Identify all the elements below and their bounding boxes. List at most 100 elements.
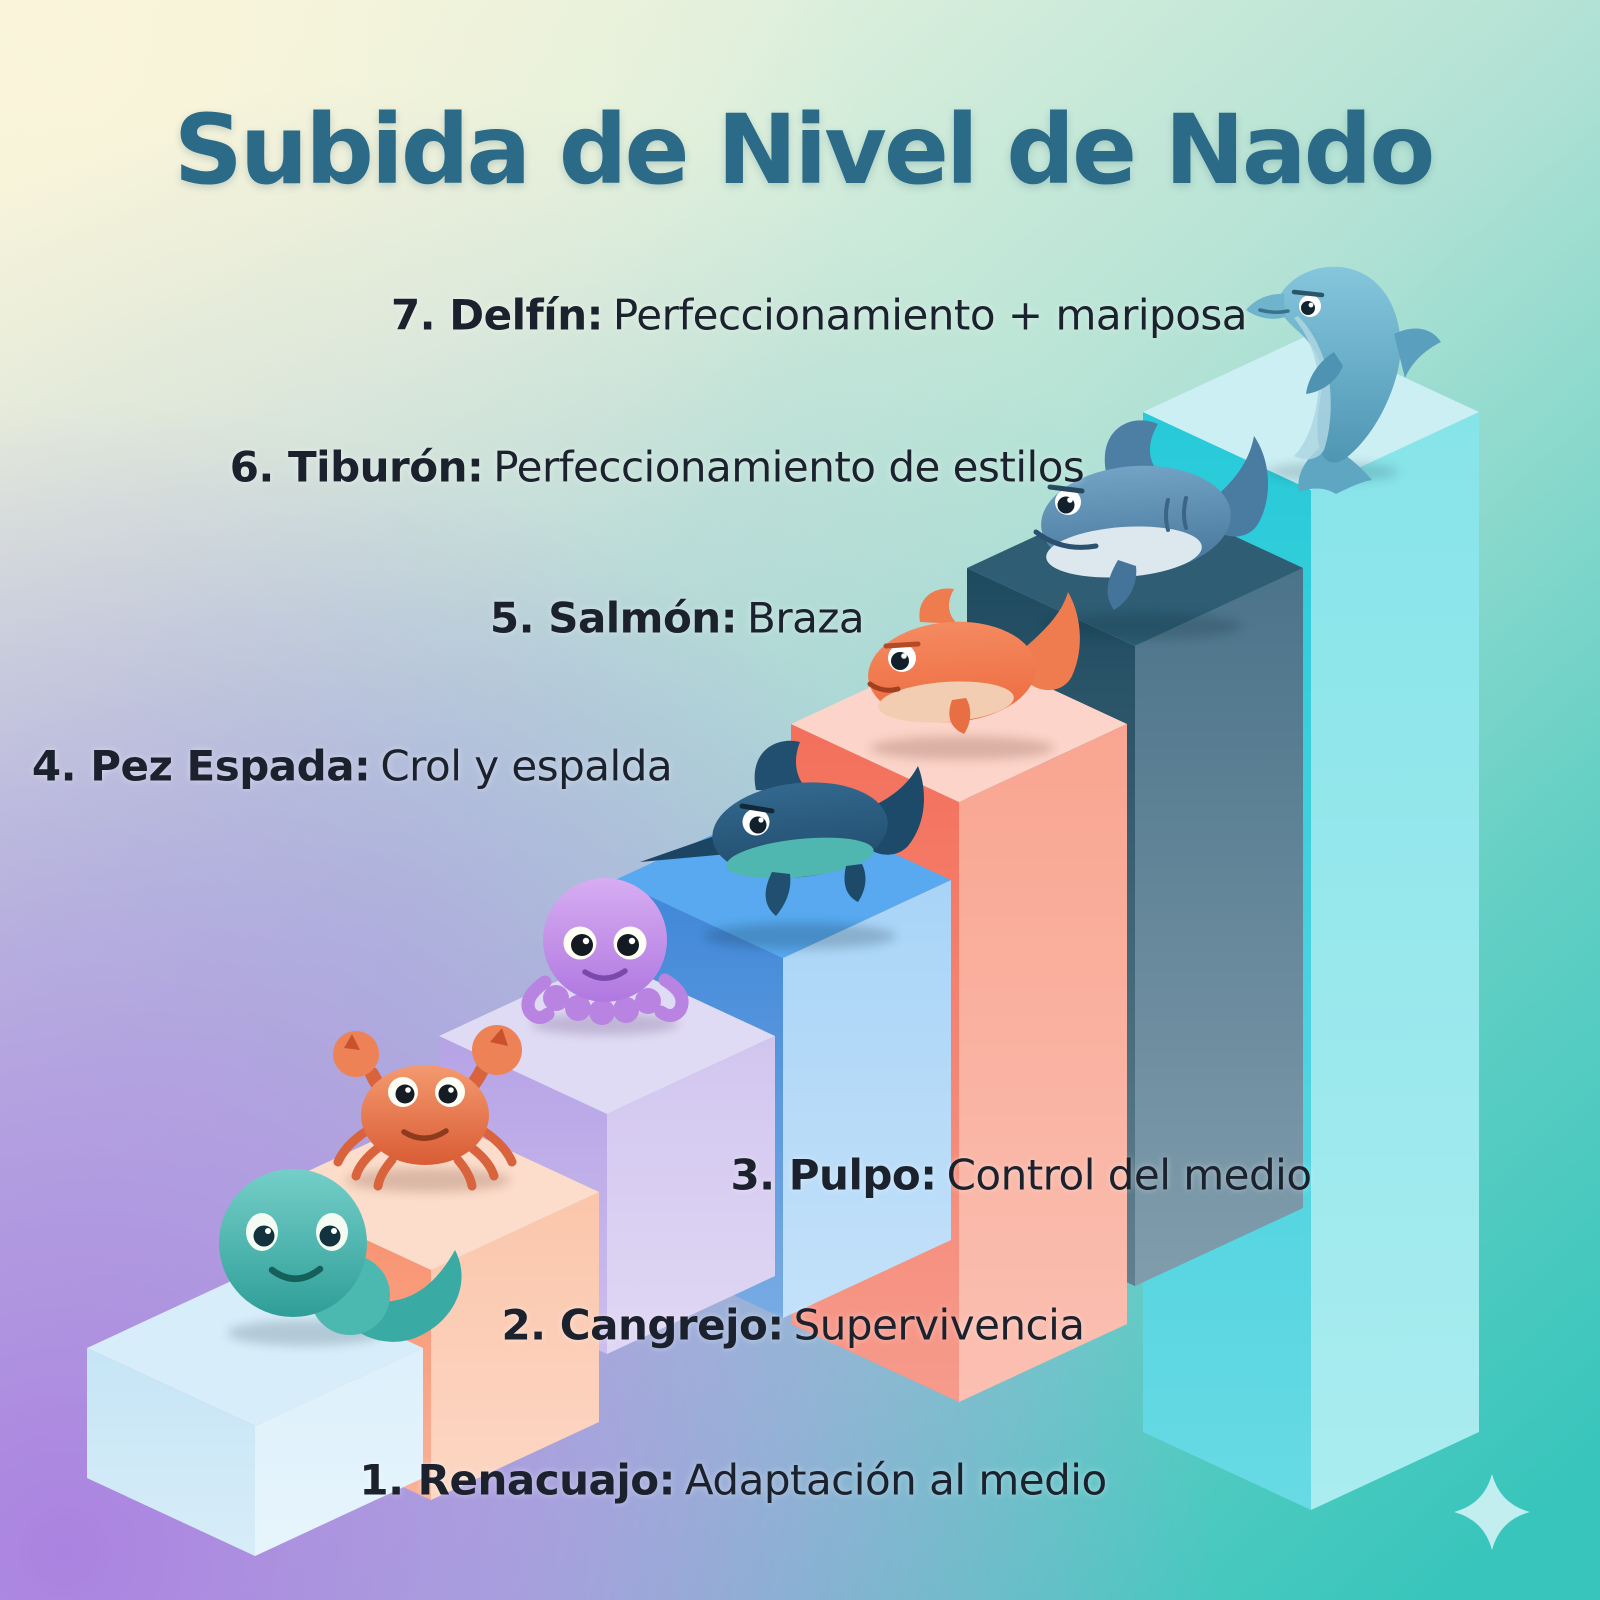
tadpole-pupil-right <box>319 1225 341 1247</box>
shark-dorsal-fin <box>1104 420 1160 474</box>
octopus-tentacle-left <box>521 975 555 1024</box>
level-3-name: 3. Pulpo: <box>730 1150 937 1200</box>
crab-claw-right <box>472 1025 522 1075</box>
octopus-tentacle <box>589 999 615 1025</box>
level-label-5: 5. Salmón: Braza <box>489 593 865 643</box>
shark-eye-glint <box>1067 497 1073 503</box>
tadpole-pupil-left <box>253 1225 275 1247</box>
tadpole-icon <box>219 1169 462 1346</box>
swordfish-belly <box>726 837 874 879</box>
face-shading <box>255 1348 423 1556</box>
salmon-brow <box>883 641 921 649</box>
swordfish-pupil <box>749 816 767 834</box>
crab-leg <box>467 1143 499 1181</box>
swordfish-shadow <box>704 923 896 949</box>
octopus-tentacle <box>613 997 639 1023</box>
level-label-4: 4. Pez Espada: Crol y espalda <box>31 741 673 791</box>
crab-leg <box>477 1125 517 1167</box>
shark-icon <box>1033 420 1269 639</box>
salmon-mouth <box>867 681 901 693</box>
octopus-head <box>543 878 667 1002</box>
salmon-tail <box>1022 592 1080 691</box>
level-label-6: 6. Tiburón: Perfeccionamiento de estilos <box>230 443 1085 492</box>
crab-claw-left <box>333 1031 379 1077</box>
crab-icon <box>333 1025 522 1192</box>
swordfish-bill <box>640 832 728 862</box>
shark-brow <box>1047 484 1085 494</box>
tadpole-glint-left <box>265 1228 271 1234</box>
level-1-description: Adaptación al medio <box>684 1455 1107 1505</box>
crab-leg <box>373 1155 397 1191</box>
dolphin-mouth <box>1258 308 1290 315</box>
tadpole-smile <box>268 1265 324 1282</box>
shark-gill-1 <box>1164 498 1170 532</box>
sparkle-icon <box>1454 1474 1530 1550</box>
face-shading <box>783 880 951 1318</box>
salmon-belly <box>878 681 1014 723</box>
level-2-description: Supervivencia <box>793 1300 1085 1350</box>
level-6-name: 6. Tiburón: <box>229 442 484 492</box>
tadpole-glint-right <box>331 1228 337 1234</box>
level-5-name: 5. Salmón: <box>489 593 738 643</box>
crab-shadow <box>346 1168 510 1192</box>
salmon-icon <box>867 588 1080 760</box>
face-shading <box>1135 568 1303 1286</box>
shark-belly <box>1046 526 1202 578</box>
face-shading <box>607 1036 775 1354</box>
crab-leg <box>351 1143 383 1181</box>
page-title: Subida de Nivel de Nado <box>173 94 1436 206</box>
face-shading <box>87 1348 255 1556</box>
octopus-tentacle-right <box>654 973 689 1022</box>
crab-glint-left <box>405 1087 411 1093</box>
dolphin-belly <box>1294 316 1331 460</box>
crab-claw-notch-right <box>490 1028 508 1046</box>
salmon-pectoral-fin <box>949 698 971 734</box>
level-3-description: Control del medio <box>946 1150 1312 1200</box>
swordfish-icon <box>640 740 924 949</box>
shark-shadow <box>1042 613 1242 639</box>
level-2-name: 2. Cangrejo: <box>501 1300 784 1350</box>
salmon-dorsal-fin <box>919 588 958 624</box>
salmon-shadow <box>870 736 1054 760</box>
octopus-glint-right <box>628 937 636 945</box>
octopus-pupil-right <box>617 934 639 956</box>
dolphin-pectoral-fin <box>1306 352 1343 394</box>
swordfish-brow <box>739 803 775 814</box>
level-label-3: 3. Pulpo: Control del medio <box>730 1150 1312 1200</box>
crab-smile <box>401 1128 449 1141</box>
octopus-glint-left <box>582 937 590 945</box>
level-4-description: Crol y espalda <box>380 741 673 791</box>
swordfish-dorsal-fin <box>754 740 812 793</box>
level-label-7: 7. Delfín: Perfeccionamiento + mariposa <box>390 290 1248 340</box>
crab-glint-right <box>448 1087 454 1093</box>
level-7-name: 7. Delfín: <box>390 290 603 340</box>
face-shading <box>959 724 1127 1402</box>
crab-leg <box>453 1155 477 1191</box>
crab-leg <box>333 1125 373 1167</box>
octopus-icon <box>521 878 689 1035</box>
dolphin-icon <box>1246 266 1441 494</box>
octopus-smile <box>582 968 628 981</box>
crab-pupil-right <box>438 1084 458 1104</box>
level-4-name: 4. Pez Espada: <box>31 741 371 791</box>
face-shading <box>431 1192 599 1500</box>
shark-gill-2 <box>1182 496 1188 530</box>
octopus-tentacle <box>565 995 591 1021</box>
level-label-2: 2. Cangrejo: Supervivencia <box>501 1300 1085 1350</box>
dolphin-eye-glint <box>1308 302 1314 308</box>
shark-mouth <box>1033 529 1099 550</box>
swordfish-lower-fin <box>765 872 791 916</box>
shark-pectoral-fin <box>1107 560 1137 610</box>
octopus-tentacle <box>543 985 569 1011</box>
crab-body <box>361 1065 489 1165</box>
dolphin-dorsal-fin <box>1394 328 1441 378</box>
tadpole-head <box>219 1169 367 1317</box>
level-6-description: Perfeccionamiento de estilos <box>493 442 1085 492</box>
octopus-pupil-left <box>571 934 593 956</box>
crab-claw-notch-left <box>344 1034 360 1050</box>
dolphin-brow <box>1291 289 1325 298</box>
level-5-description: Braza <box>747 593 865 643</box>
dolphin-pupil <box>1301 301 1315 315</box>
